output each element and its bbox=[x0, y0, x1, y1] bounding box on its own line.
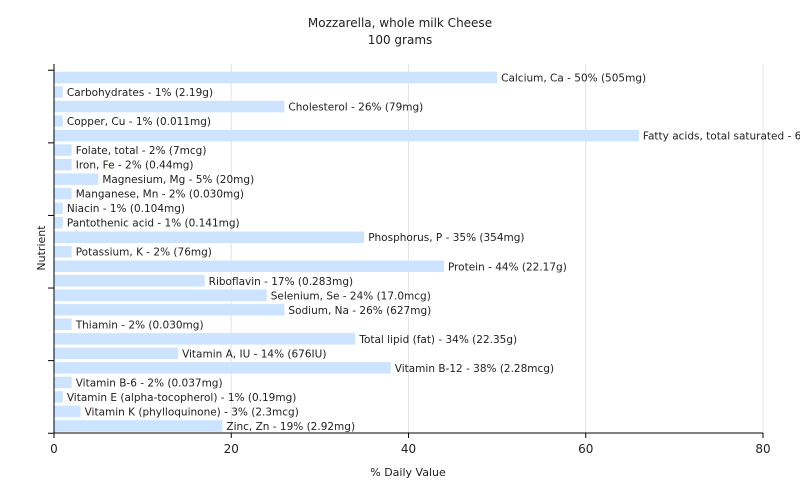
bar bbox=[54, 202, 63, 214]
bar bbox=[54, 144, 72, 156]
bar-label: Vitamin B-12 - 38% (2.28mcg) bbox=[395, 363, 554, 375]
bar bbox=[54, 391, 63, 403]
bar-label: Zinc, Zn - 19% (2.92mg) bbox=[226, 421, 355, 433]
bar-label: Selenium, Se - 24% (17.0mcg) bbox=[271, 290, 431, 302]
bar bbox=[54, 115, 63, 127]
bar bbox=[54, 100, 285, 113]
bar-label: Vitamin E (alpha-tocopherol) - 1% (0.19m… bbox=[67, 392, 296, 404]
bar-label: Calcium, Ca - 50% (505mg) bbox=[501, 73, 646, 85]
chart-title: Mozzarella, whole milk Cheese bbox=[307, 16, 493, 30]
bar bbox=[54, 289, 267, 302]
bar bbox=[54, 158, 72, 171]
bar-label: Carbohydrates - 1% (2.19g) bbox=[67, 87, 213, 99]
bar bbox=[54, 173, 99, 185]
bar-label: Manganese, Mn - 2% (0.030mg) bbox=[76, 189, 244, 201]
bar bbox=[54, 187, 72, 200]
x-tick-label: 40 bbox=[401, 442, 416, 456]
bar-label: Total lipid (fat) - 34% (22.35g) bbox=[358, 334, 517, 346]
bar-label: Sodium, Na - 26% (627mg) bbox=[288, 305, 431, 317]
bar-label: Magnesium, Mg - 5% (20mg) bbox=[102, 174, 254, 186]
bar bbox=[54, 245, 72, 258]
bar bbox=[54, 304, 285, 316]
bar bbox=[54, 318, 72, 331]
bar bbox=[54, 362, 391, 374]
bar-label: Fatty acids, total saturated - 66% (13.1… bbox=[643, 131, 800, 143]
bar-label: Potassium, K - 2% (76mg) bbox=[76, 247, 212, 259]
bar bbox=[54, 347, 179, 360]
bar-label: Iron, Fe - 2% (0.44mg) bbox=[76, 160, 194, 172]
bar-label: Thiamin - 2% (0.030mg) bbox=[75, 319, 204, 331]
bar-label: Copper, Cu - 1% (0.011mg) bbox=[67, 116, 211, 128]
bar bbox=[54, 275, 205, 287]
bar-label: Vitamin A, IU - 14% (676IU) bbox=[182, 348, 326, 360]
y-axis-title: Nutrient bbox=[35, 225, 48, 271]
bar-label: Niacin - 1% (0.104mg) bbox=[67, 203, 185, 215]
bar-label: Phosphorus, P - 35% (354mg) bbox=[368, 232, 524, 244]
x-tick-label: 0 bbox=[50, 442, 58, 456]
bar-label: Vitamin B-6 - 2% (0.037mg) bbox=[76, 377, 223, 389]
x-tick-label: 20 bbox=[224, 442, 239, 456]
bar bbox=[54, 376, 72, 389]
axis-layer: 0 20 40 60 80 bbox=[48, 64, 771, 456]
grid-layer bbox=[230, 64, 764, 433]
bar bbox=[54, 333, 356, 345]
x-tick-label: 80 bbox=[755, 442, 770, 456]
x-axis-title: % Daily Value bbox=[370, 466, 446, 479]
bar-label: Pantothenic acid - 1% (0.141mg) bbox=[67, 218, 240, 230]
bar-label: Vitamin K (phylloquinone) - 3% (2.3mcg) bbox=[85, 406, 299, 418]
bar-label: Protein - 44% (22.17g) bbox=[448, 261, 567, 273]
bar bbox=[54, 86, 63, 98]
chart-subtitle: 100 grams bbox=[367, 33, 433, 47]
bar-label: Riboflavin - 17% (0.283mg) bbox=[209, 276, 353, 288]
bar bbox=[54, 231, 365, 243]
bar-label: Cholesterol - 26% (79mg) bbox=[288, 102, 423, 114]
bar bbox=[54, 420, 223, 432]
bar bbox=[54, 129, 639, 142]
bar bbox=[54, 405, 81, 418]
bar bbox=[54, 216, 63, 229]
bar bbox=[54, 260, 444, 273]
bar-layer: Calcium, Ca - 50% (505mg) Carbohydrates -… bbox=[54, 71, 800, 433]
bar bbox=[54, 71, 498, 84]
bar-label: Folate, total - 2% (7mcg) bbox=[76, 145, 207, 157]
x-tick-label: 60 bbox=[578, 442, 593, 456]
